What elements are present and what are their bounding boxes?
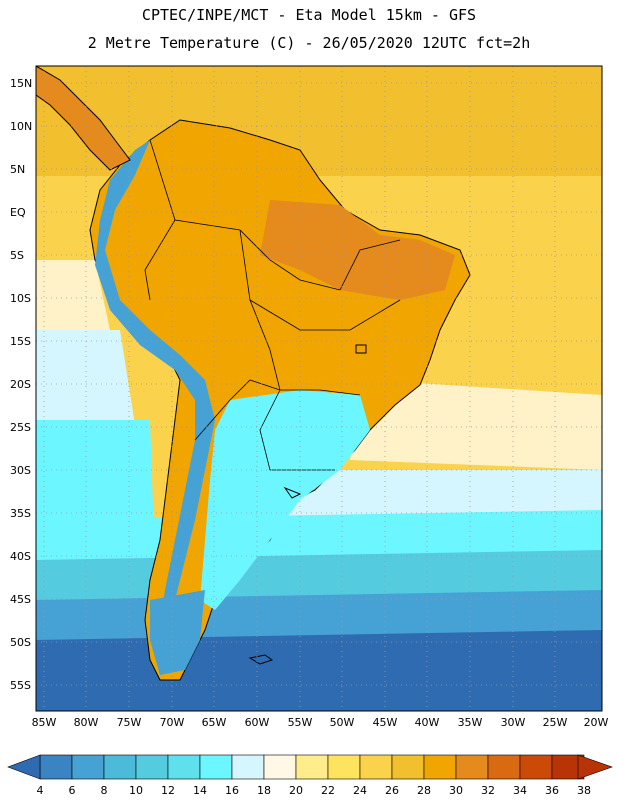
colorbar-swatch [391, 754, 425, 780]
lat-tick-label: 5S [10, 249, 24, 262]
lon-tick-label: 70W [159, 716, 185, 729]
colorbar-swatch [231, 754, 265, 780]
colorbar-swatch [455, 754, 489, 780]
colorbar-swatch [39, 754, 73, 780]
lat-tick-label: 10N [10, 120, 33, 133]
colorbar-swatch [199, 754, 233, 780]
colorbar-label: 34 [513, 784, 527, 797]
lake-outline [355, 344, 367, 354]
colorbar-label: 22 [321, 784, 335, 797]
colorbar-label: 14 [193, 784, 207, 797]
lat-tick-label: 25S [10, 421, 31, 434]
lon-tick-label: 40W [414, 716, 440, 729]
lon-tick-label: 85W [31, 716, 57, 729]
lat-tick-label: 20S [10, 378, 31, 391]
colorbar-label: 26 [385, 784, 399, 797]
colorbar-label: 6 [68, 784, 76, 797]
lon-tick-label: 75W [116, 716, 142, 729]
lon-tick-label: 45W [372, 716, 398, 729]
lon-tick-label: 50W [329, 716, 355, 729]
map-title-line-1: CPTEC/INPE/MCT - Eta Model 15km - GFS [141, 6, 477, 24]
colorbar-label: 36 [545, 784, 559, 797]
colorbar-label: 4 [36, 784, 44, 797]
lat-tick-label: 15S [10, 335, 31, 348]
southern-cold-band-4 [36, 630, 602, 711]
lat-tick-label: 35S [10, 507, 31, 520]
colorbar-label: 30 [449, 784, 463, 797]
colorbar-label: 12 [161, 784, 175, 797]
colorbar-swatch [423, 754, 457, 780]
lat-tick-label: 55S [10, 679, 31, 692]
colorbar-label: 38 [577, 784, 591, 797]
colorbar-label: 10 [129, 784, 143, 797]
colorbar-swatch [295, 754, 329, 780]
colorbar-swatch [103, 754, 137, 780]
lake-outline [283, 486, 302, 499]
lon-tick-label: 20W [583, 716, 609, 729]
lon-tick-label: 65W [201, 716, 227, 729]
lat-tick-label: EQ [10, 206, 26, 219]
colorbar-swatch [359, 754, 393, 780]
colorbar-label: 28 [417, 784, 431, 797]
colorbar-swatch [263, 754, 297, 780]
colorbar-swatch [135, 754, 169, 780]
colorbar-swatch [167, 754, 201, 780]
colorbar-left-arrow [7, 754, 41, 780]
southern-cone-cool-zone [200, 390, 370, 610]
map-frame [35, 65, 603, 712]
colorbar-label: 32 [481, 784, 495, 797]
map-title-line-2: 2 Metre Temperature (C) - 26/05/2020 12U… [87, 34, 531, 52]
lon-tick-label: 30W [500, 716, 526, 729]
lat-tick-label: 15N [10, 77, 33, 90]
colorbar-swatch [487, 754, 521, 780]
colorbar-label: 16 [225, 784, 239, 797]
lat-tick-label: 10S [10, 292, 31, 305]
colorbar-swatch [71, 754, 105, 780]
colorbar-label: 8 [100, 784, 108, 797]
atlantic-cool-band [260, 470, 602, 520]
lon-tick-label: 35W [457, 716, 483, 729]
central-america-landmass [36, 66, 131, 171]
colorbar-swatch [327, 754, 361, 780]
lat-tick-label: 45S [10, 593, 31, 606]
lat-tick-label: 5N [10, 163, 26, 176]
ocean-pale-band [350, 380, 602, 470]
pacific-pale-band [36, 260, 110, 330]
lat-tick-label: 30S [10, 464, 31, 477]
colorbar-swatch [519, 754, 553, 780]
amazon-hot-zone [260, 200, 455, 300]
lon-tick-label: 80W [73, 716, 99, 729]
lat-tick-label: 40S [10, 550, 31, 563]
colorbar-label: 18 [257, 784, 271, 797]
lon-tick-label: 25W [542, 716, 568, 729]
lon-tick-label: 60W [244, 716, 270, 729]
andes-cold-spine [95, 140, 215, 640]
temperature-field [36, 66, 602, 711]
colorbar [7, 754, 613, 780]
colorbar-label: 24 [353, 784, 367, 797]
colorbar-label: 20 [289, 784, 303, 797]
lon-tick-label: 55W [287, 716, 313, 729]
colorbar-right-arrow [577, 754, 613, 780]
lat-tick-label: 50S [10, 636, 31, 649]
